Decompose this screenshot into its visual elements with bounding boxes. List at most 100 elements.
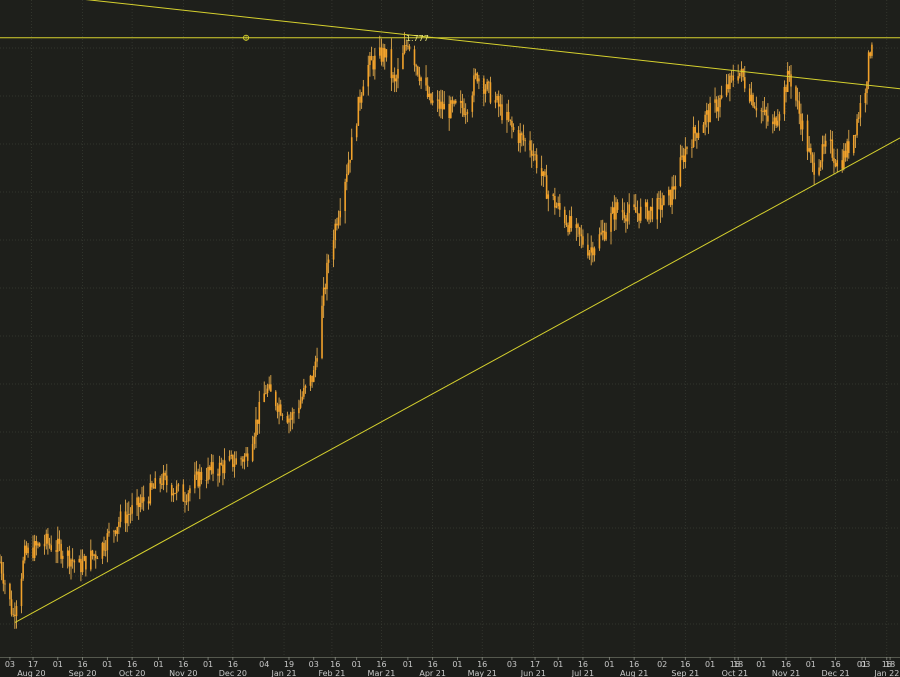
candle-body bbox=[394, 75, 396, 82]
candle-body bbox=[856, 119, 858, 135]
x-month-label: Feb 21 bbox=[318, 669, 345, 677]
candle-body bbox=[367, 65, 369, 86]
candle-body bbox=[789, 71, 791, 74]
candle-body bbox=[21, 579, 23, 606]
candle-body bbox=[45, 534, 47, 544]
x-month-label: Nov 20 bbox=[169, 669, 197, 677]
candle-body bbox=[414, 49, 416, 65]
x-tick-label: 16 bbox=[578, 660, 588, 669]
candle-body bbox=[301, 397, 303, 401]
candle-body bbox=[471, 95, 473, 111]
candle-body bbox=[90, 551, 92, 570]
candle-body bbox=[836, 160, 838, 166]
candle-body bbox=[779, 114, 781, 121]
candle-body bbox=[311, 376, 313, 382]
x-tick-label: 03 bbox=[309, 660, 319, 669]
candle-body bbox=[97, 558, 99, 559]
candle-body bbox=[508, 112, 510, 120]
candle-body bbox=[22, 560, 24, 578]
candle-body bbox=[813, 163, 815, 175]
candle-body bbox=[465, 114, 467, 115]
candle-body bbox=[513, 127, 515, 130]
x-tick-label: 17 bbox=[28, 660, 38, 669]
candle-body bbox=[72, 560, 74, 561]
candle-body bbox=[685, 149, 687, 162]
x-tick-label: 18 bbox=[885, 660, 895, 669]
x-tick-label: 01 bbox=[452, 660, 462, 669]
candle-body bbox=[486, 82, 488, 90]
candle-body bbox=[425, 78, 427, 86]
candle-body bbox=[268, 384, 270, 388]
x-tick-label: 16 bbox=[376, 660, 386, 669]
candle-body bbox=[131, 505, 133, 514]
candle-body bbox=[498, 96, 500, 107]
candle-body bbox=[739, 73, 741, 77]
x-month-label: Apr 21 bbox=[419, 669, 446, 677]
candle-body bbox=[37, 543, 39, 545]
x-tick-label: 03 bbox=[507, 660, 517, 669]
candle-body bbox=[475, 73, 477, 75]
candle-body bbox=[719, 98, 721, 107]
candle-body bbox=[396, 78, 398, 81]
candle-body bbox=[638, 213, 640, 220]
candle-body bbox=[427, 86, 429, 97]
x-tick-label: 16 bbox=[831, 660, 841, 669]
candle-body bbox=[833, 158, 835, 163]
candle-body bbox=[762, 111, 764, 112]
candle-body bbox=[187, 493, 189, 501]
candle-body bbox=[12, 614, 14, 615]
candle-body bbox=[244, 456, 246, 462]
x-tick-label: 01 bbox=[806, 660, 816, 669]
candle-body bbox=[280, 404, 282, 415]
candle-body bbox=[85, 556, 87, 569]
candle-body bbox=[212, 462, 214, 474]
candle-body bbox=[798, 101, 800, 113]
candle-body bbox=[16, 606, 18, 616]
candle-body bbox=[716, 99, 718, 111]
annotations: 1.777 bbox=[406, 34, 429, 43]
candle-body bbox=[658, 198, 660, 199]
candle-body bbox=[143, 497, 145, 501]
x-month-label: Dec 21 bbox=[821, 669, 849, 677]
candle-body bbox=[315, 362, 317, 370]
candle-body bbox=[610, 213, 612, 232]
x-tick-label: 01 bbox=[403, 660, 413, 669]
x-month-label: Jan 22 bbox=[873, 669, 899, 677]
candle-body bbox=[148, 501, 150, 503]
x-month-label: Sep 20 bbox=[69, 669, 97, 677]
x-tick-label: 04 bbox=[259, 660, 269, 669]
candle-body bbox=[222, 465, 224, 474]
candle-body bbox=[402, 53, 404, 69]
candle-body bbox=[277, 406, 279, 412]
candle-body bbox=[727, 84, 729, 89]
candle-body bbox=[802, 121, 804, 130]
candle-body bbox=[627, 213, 629, 222]
candle-body bbox=[44, 544, 46, 547]
candle-body bbox=[615, 202, 617, 219]
candle-body bbox=[220, 463, 222, 465]
candle-body bbox=[490, 82, 492, 102]
candle-body bbox=[645, 202, 647, 207]
candle-body bbox=[483, 78, 485, 93]
candle-body bbox=[173, 493, 175, 495]
candle-body bbox=[164, 473, 166, 476]
candle-body bbox=[500, 104, 502, 106]
candle-body bbox=[404, 45, 406, 53]
candle-body bbox=[476, 73, 478, 81]
x-tick-label: 16 bbox=[330, 660, 340, 669]
candle-body bbox=[120, 511, 122, 521]
candle-body bbox=[3, 574, 5, 584]
candle-body bbox=[628, 204, 630, 212]
candle-body bbox=[11, 599, 13, 614]
candle-body bbox=[339, 211, 341, 217]
candle-body bbox=[67, 550, 69, 555]
candle-body bbox=[797, 101, 799, 102]
candle-body bbox=[417, 67, 419, 75]
candle-body bbox=[293, 412, 295, 413]
candle-body bbox=[287, 416, 289, 423]
candle-body bbox=[27, 548, 29, 554]
candle-body bbox=[138, 497, 140, 507]
candle-body bbox=[765, 110, 767, 116]
candle-body bbox=[159, 478, 161, 484]
